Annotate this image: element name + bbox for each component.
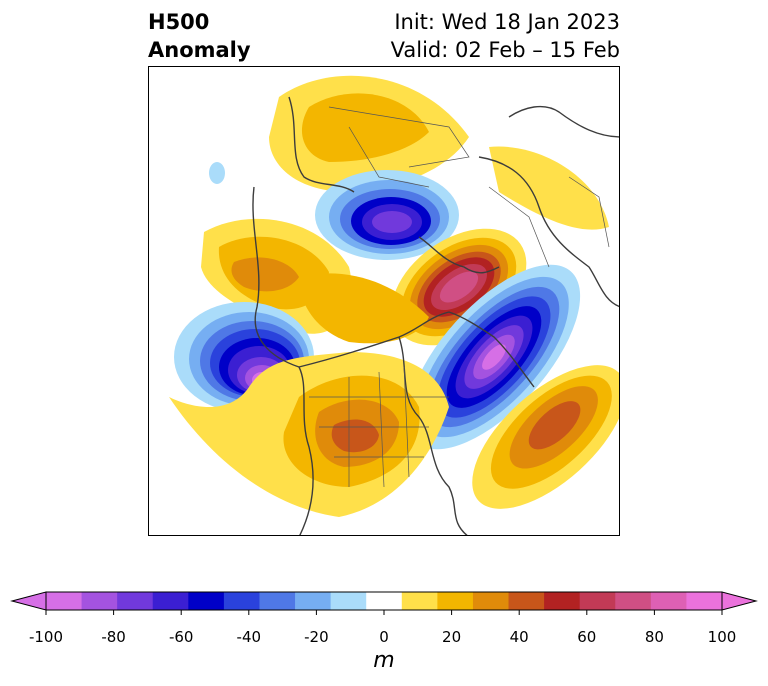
borders <box>309 106 610 488</box>
anomaly-ridge-north <box>269 75 469 192</box>
colorbar-cell <box>223 592 260 610</box>
colorbar-cell <box>615 592 652 610</box>
anomaly-map-svg <box>169 75 619 535</box>
colorbar-cells <box>46 592 723 610</box>
colorbar-tick-label: 80 <box>644 628 664 646</box>
colorbar-cell <box>117 592 154 610</box>
colorbar-cell <box>46 592 83 610</box>
anomaly-ridge-northeast <box>489 146 609 230</box>
colorbar-cell <box>686 592 723 610</box>
colorbar-tick-label: 100 <box>707 628 737 646</box>
colorbar-cell <box>295 592 332 610</box>
colorbar-tick-label: -60 <box>168 628 194 646</box>
colorbar-cell <box>508 592 545 610</box>
init-date: Init: Wed 18 Jan 2023 <box>394 10 620 34</box>
title-line-1: H500 <box>148 10 210 34</box>
colorbar-tick-label: 20 <box>442 628 462 646</box>
colorbar-ticks <box>45 610 723 615</box>
colorbar-cell <box>188 592 225 610</box>
colorbar-min-arrow <box>10 591 47 611</box>
anomaly-ridge-north-america <box>169 352 449 517</box>
colorbar-cell <box>544 592 581 610</box>
colorbar-unit: m <box>373 648 395 673</box>
anomaly-map <box>148 66 620 536</box>
colorbar-cell <box>152 592 189 610</box>
title-line-2: Anomaly <box>148 38 251 62</box>
valid-range: Valid: 02 Feb – 15 Feb <box>390 38 620 62</box>
map-title: H500 Anomaly <box>148 8 251 64</box>
colorbar-tick-label: -20 <box>304 628 329 646</box>
colorbar-cell <box>437 592 474 610</box>
colorbar-tick-label: 0 <box>379 628 389 646</box>
colorbar-tick-label: -80 <box>101 628 126 646</box>
colorbar-tick-label: 60 <box>577 628 597 646</box>
colorbar-cell <box>401 592 438 610</box>
anomaly-trough-small <box>209 162 225 184</box>
anomaly-ridge-southeast <box>472 365 619 509</box>
colorbar-tick-label: 40 <box>509 628 529 646</box>
colorbar-cell <box>579 592 616 610</box>
colorbar-max-arrow <box>721 591 758 611</box>
colorbar-cell <box>650 592 687 610</box>
anomaly-trough-atlantic <box>407 264 581 450</box>
colorbar-cell <box>81 592 118 610</box>
map-dates: Init: Wed 18 Jan 2023 Valid: 02 Feb – 15… <box>391 8 620 64</box>
colorbar-cell <box>259 592 296 610</box>
colorbar <box>10 591 758 615</box>
colorbar-tick-label: -100 <box>28 628 64 646</box>
anomaly-trough-arctic <box>315 170 459 260</box>
colorbar-tick-label: -40 <box>236 628 262 646</box>
coastlines <box>252 96 619 535</box>
colorbar-cell <box>472 592 510 610</box>
colorbar-cell <box>330 592 367 610</box>
anomaly-ridge-canada <box>299 273 429 344</box>
colorbar-cell <box>366 592 403 610</box>
